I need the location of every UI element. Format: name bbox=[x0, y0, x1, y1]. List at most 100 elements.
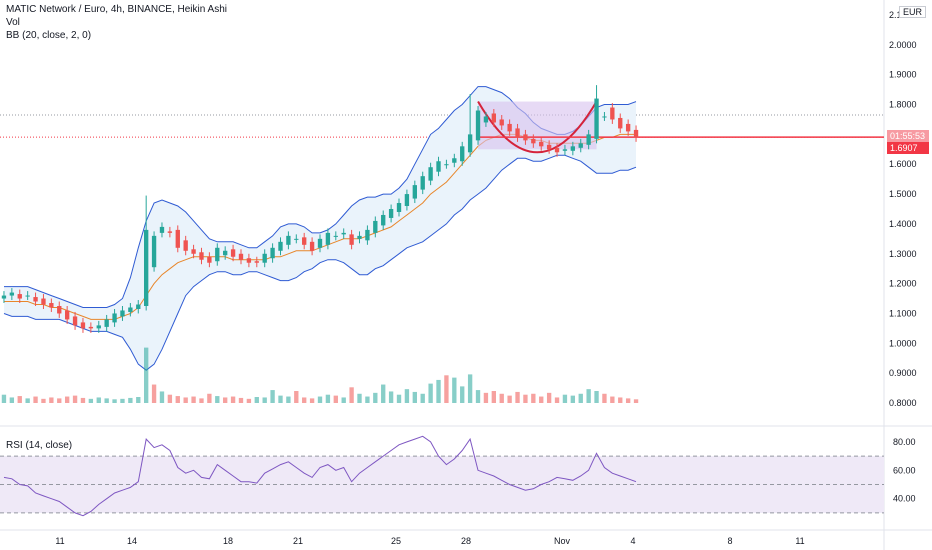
candle-body bbox=[199, 252, 204, 260]
candle-body bbox=[444, 164, 449, 166]
volume-bar bbox=[238, 397, 244, 403]
volume-bar bbox=[562, 394, 568, 403]
candle-body bbox=[223, 250, 228, 256]
volume-bar bbox=[539, 396, 544, 403]
volume-bar bbox=[286, 396, 291, 403]
volume-bar bbox=[420, 393, 425, 403]
candle-body bbox=[33, 297, 38, 302]
candle-body bbox=[254, 261, 259, 263]
rsi-panel bbox=[0, 435, 884, 517]
candle-body bbox=[546, 144, 552, 150]
volume-bar bbox=[381, 384, 386, 403]
time-tick-label: 11 bbox=[795, 536, 804, 546]
volume-bar bbox=[72, 395, 78, 403]
volume-bar bbox=[64, 396, 70, 403]
volume-bar bbox=[33, 396, 38, 403]
volume-bar bbox=[246, 398, 252, 403]
volume-bar bbox=[570, 395, 576, 403]
volume-bar bbox=[49, 397, 54, 403]
candle-body bbox=[167, 231, 173, 233]
candle-body bbox=[9, 292, 15, 296]
candle-body bbox=[1, 295, 7, 299]
candle-body bbox=[578, 143, 583, 148]
candle-body bbox=[515, 128, 520, 138]
volume-bar bbox=[412, 391, 417, 403]
candle-body bbox=[215, 247, 220, 262]
candle-body bbox=[460, 146, 465, 162]
candle-body bbox=[238, 253, 244, 260]
volume-bar bbox=[388, 391, 394, 403]
volume-bar bbox=[254, 397, 259, 403]
time-tick-label: 14 bbox=[127, 536, 137, 546]
volume-bar bbox=[531, 393, 536, 403]
price-tick-label: 1.8000 bbox=[889, 100, 917, 110]
candle-body bbox=[151, 235, 157, 268]
chart-title: MATIC Network / Euro, 4h, BINANCE, Heiki… bbox=[6, 4, 227, 15]
volume-bar bbox=[341, 397, 346, 403]
candle-body bbox=[80, 322, 86, 329]
candle-body bbox=[562, 149, 568, 151]
time-tick-label: 21 bbox=[293, 536, 303, 546]
volume-bar bbox=[270, 390, 275, 403]
volume-bar bbox=[436, 379, 441, 403]
volume-bar bbox=[404, 389, 410, 403]
candle-body bbox=[136, 304, 141, 309]
volume-bar bbox=[515, 391, 520, 403]
volume-bar bbox=[349, 387, 354, 403]
volume-bars bbox=[1, 347, 639, 403]
volume-bar bbox=[144, 347, 149, 403]
candle-body bbox=[246, 258, 252, 263]
volume-bar bbox=[57, 398, 62, 403]
candle-body bbox=[594, 98, 599, 139]
volume-bar bbox=[578, 393, 583, 403]
bb-basis-line bbox=[4, 133, 636, 320]
volume-bar bbox=[159, 391, 165, 403]
candle-body bbox=[104, 319, 109, 327]
candle-body bbox=[381, 214, 386, 226]
volume-bar bbox=[428, 383, 433, 403]
candle-body bbox=[388, 209, 394, 218]
candle-body bbox=[49, 303, 54, 308]
volume-bar bbox=[278, 395, 283, 403]
volume-bar bbox=[41, 398, 46, 403]
candle-body bbox=[507, 123, 512, 132]
volume-bar bbox=[17, 396, 22, 403]
legend-rsi: RSI (14, close) bbox=[6, 440, 73, 451]
candle-body bbox=[175, 229, 180, 248]
volume-bar bbox=[507, 395, 512, 403]
volume-bar bbox=[325, 394, 331, 403]
volume-bar bbox=[1, 394, 7, 403]
volume-bar bbox=[491, 391, 496, 403]
volume-bar bbox=[618, 397, 623, 403]
candle-body bbox=[602, 116, 607, 118]
candle-body bbox=[586, 134, 591, 145]
price-tick-label: 1.4000 bbox=[889, 219, 917, 229]
volume-bar bbox=[128, 397, 133, 403]
time-tick-label: 8 bbox=[727, 536, 732, 546]
legend-bb: BB (20, close, 2, 0) bbox=[6, 30, 92, 41]
candle-body bbox=[88, 326, 94, 329]
volume-bar bbox=[167, 394, 173, 403]
rsi-tick-label: 40.00 bbox=[893, 494, 916, 504]
volume-bar bbox=[96, 397, 101, 403]
volume-bar bbox=[88, 398, 94, 403]
candle-body bbox=[436, 161, 441, 172]
candle-body bbox=[523, 134, 528, 141]
volume-bar bbox=[499, 393, 504, 403]
candle-body bbox=[373, 220, 378, 233]
candle-body bbox=[333, 235, 338, 237]
candle-body bbox=[317, 238, 323, 248]
candle-body bbox=[491, 113, 496, 123]
currency-button[interactable]: EUR bbox=[898, 6, 926, 18]
candle-body bbox=[64, 310, 70, 320]
time-tick-label: 25 bbox=[391, 536, 401, 546]
candle-body bbox=[270, 247, 275, 259]
price-tick-label: 1.6000 bbox=[889, 159, 917, 169]
volume-bar bbox=[294, 391, 299, 403]
candle-body bbox=[25, 295, 30, 297]
volume-bar bbox=[483, 392, 489, 403]
candle-body bbox=[396, 203, 402, 212]
candle-body bbox=[357, 235, 362, 239]
candle-body bbox=[633, 129, 639, 138]
